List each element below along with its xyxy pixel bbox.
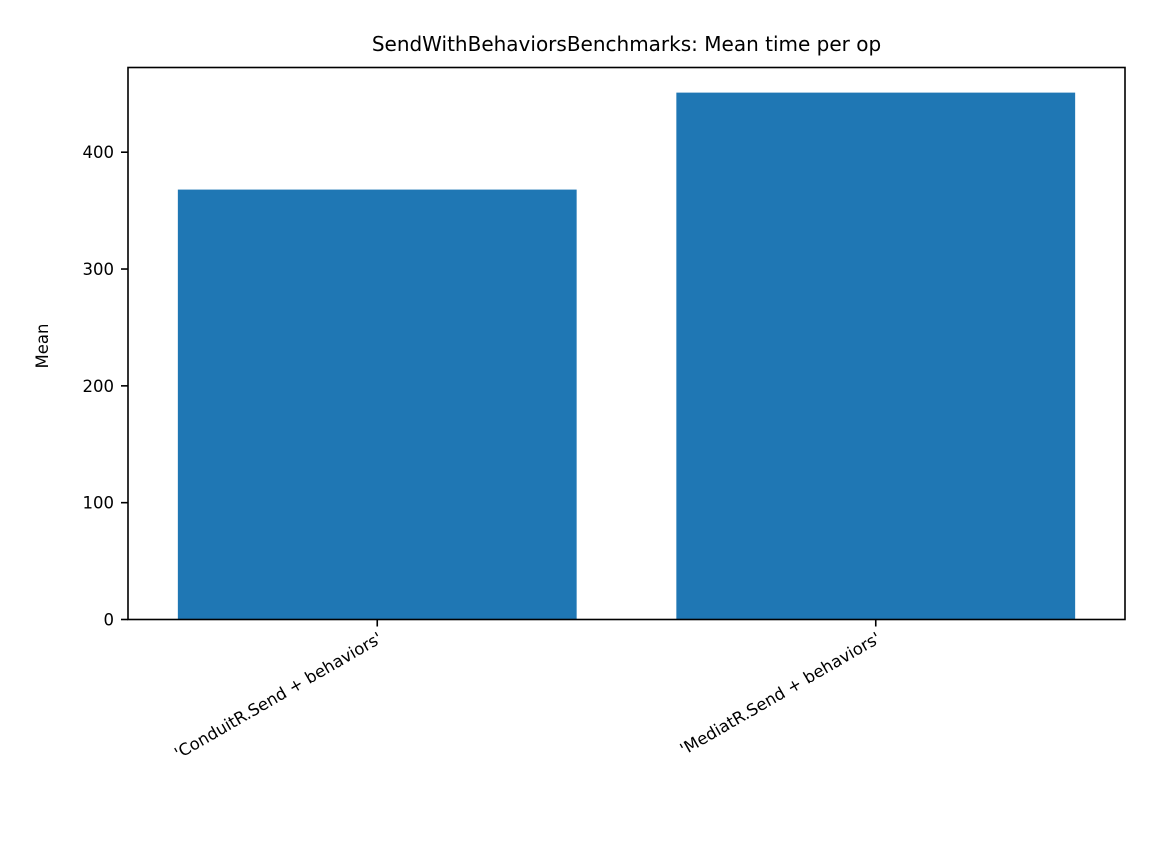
bar-1 xyxy=(676,92,1076,620)
x-ticks-layer: 'ConduitR.Send + behaviors' 'MediatR.Send… xyxy=(171,619,884,764)
y-tick-label-2: 200 xyxy=(83,377,115,396)
bars-layer xyxy=(177,92,1076,620)
y-tick-label-0: 0 xyxy=(104,611,115,630)
y-tick-label-4: 400 xyxy=(83,143,115,162)
plot-area-frame xyxy=(127,66,1126,621)
chart-title: SendWithBehaviorsBenchmarks: Mean time p… xyxy=(372,32,881,56)
bar-0 xyxy=(177,189,577,620)
x-tick-label-0: 'ConduitR.Send + behaviors' xyxy=(171,629,385,764)
y-axis-label: Mean xyxy=(33,324,52,369)
x-tick-label-1: 'MediatR.Send + behaviors' xyxy=(677,629,884,760)
y-tick-label-3: 300 xyxy=(83,260,115,279)
y-ticks-layer: 0 100 200 300 400 xyxy=(83,143,128,630)
y-tick-label-1: 100 xyxy=(83,494,115,513)
